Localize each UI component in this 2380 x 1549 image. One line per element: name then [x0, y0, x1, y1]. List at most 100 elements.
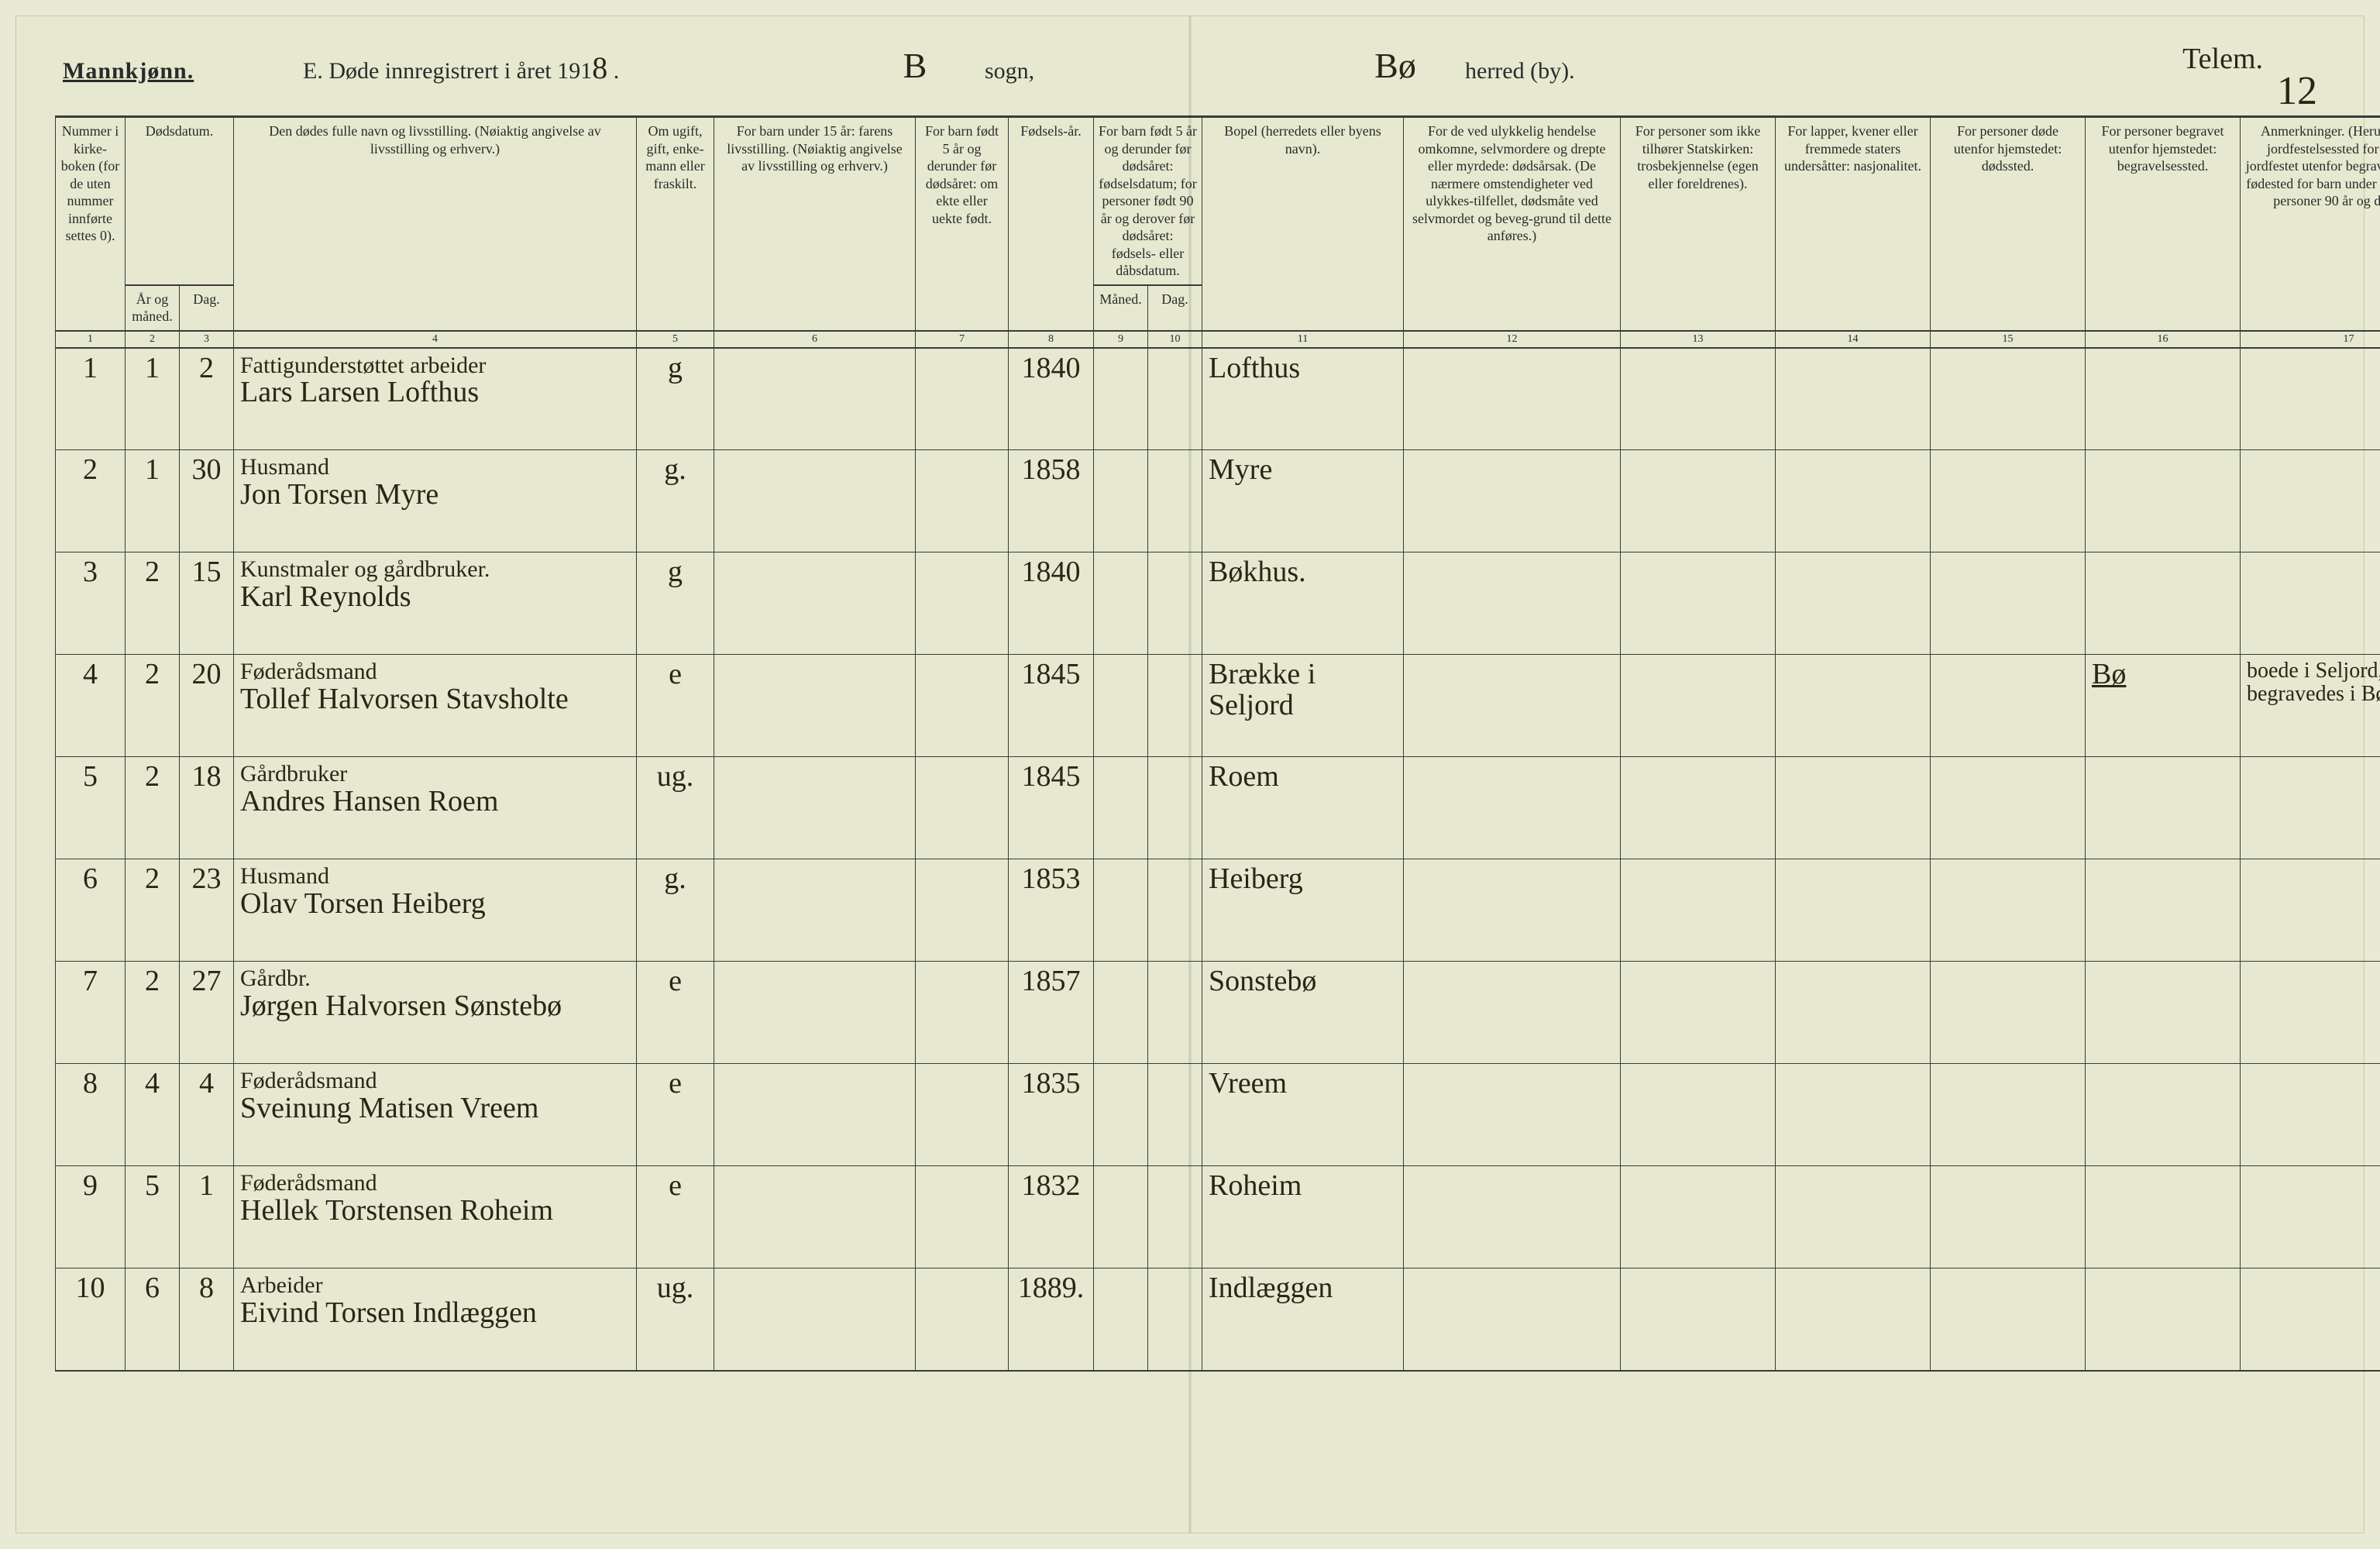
cell-bopel: Sonstebø — [1202, 962, 1404, 1064]
cell-day: 2 — [180, 348, 234, 450]
cell-name: Kunstmaler og gårdbruker.Karl Reynolds — [234, 552, 637, 655]
cell-bopel: Roheim — [1202, 1166, 1404, 1268]
cell-birthyear: 1845 — [1009, 655, 1094, 757]
ledger-table: Nummer i kirke-boken (for de uten nummer… — [55, 115, 2380, 1372]
column-number: 8 — [1009, 331, 1094, 348]
table-row: 6223HusmandOlav Torsen Heibergg.1853Heib… — [56, 859, 2380, 962]
cell-notes — [2241, 962, 2380, 1064]
sogn-label: sogn, — [985, 58, 1101, 84]
cell-cause — [1404, 552, 1621, 655]
cell-month: 4 — [126, 1064, 180, 1166]
column-number: 16 — [2086, 331, 2241, 348]
cell-name: Gårdbr.Jørgen Halvorsen Sønstebø — [234, 962, 637, 1064]
cell-bday — [1148, 1268, 1202, 1371]
cell-legit — [916, 655, 1009, 757]
table-row: 1068ArbeiderEivind Torsen Indlæggenug.18… — [56, 1268, 2380, 1371]
col-head-13: For personer som ikke tilhører Statskirk… — [1621, 117, 1776, 331]
top-annotation: Telem. — [2182, 44, 2263, 75]
column-number: 1 — [56, 331, 126, 348]
cell-bday — [1148, 655, 1202, 757]
cell-nat — [1776, 655, 1931, 757]
sogn-value: B — [868, 47, 961, 84]
col-head-12: For de ved ulykkelig hendelse omkomne, s… — [1404, 117, 1621, 331]
cell-notes — [2241, 450, 2380, 552]
col-head-2: Dødsdatum. — [126, 117, 234, 285]
cell-faith — [1621, 962, 1776, 1064]
cell-cause — [1404, 859, 1621, 962]
cell-name: FøderådsmandHellek Torstensen Roheim — [234, 1166, 637, 1268]
cell-name: FøderådsmandSveinung Matisen Vreem — [234, 1064, 637, 1166]
cell-notes: boede i Seljord, begravedes i Bø — [2241, 655, 2380, 757]
cell-number: 6 — [56, 859, 126, 962]
cell-father — [714, 348, 916, 450]
cell-number: 3 — [56, 552, 126, 655]
cell-bday — [1148, 962, 1202, 1064]
cell-notes — [2241, 348, 2380, 450]
cell-legit — [916, 1064, 1009, 1166]
cell-legit — [916, 962, 1009, 1064]
cell-father — [714, 655, 916, 757]
cell-deathplace — [1931, 450, 2086, 552]
cell-status: e — [637, 655, 714, 757]
cell-legit — [916, 348, 1009, 450]
cell-father — [714, 1268, 916, 1371]
cell-burialplace — [2086, 1268, 2241, 1371]
col-head-2b: Dag. — [180, 285, 234, 331]
table-row: 3215Kunstmaler og gårdbruker.Karl Reynol… — [56, 552, 2380, 655]
table-row: 4220FøderådsmandTollef Halvorsen Stavsho… — [56, 655, 2380, 757]
col-head-9a: Måned. — [1094, 285, 1148, 331]
column-number: 12 — [1404, 331, 1621, 348]
cell-notes — [2241, 757, 2380, 859]
cell-birthyear: 1857 — [1009, 962, 1094, 1064]
cell-status: e — [637, 1064, 714, 1166]
cell-nat — [1776, 348, 1931, 450]
col-head-14: For lapper, kvener eller fremmede stater… — [1776, 117, 1931, 331]
cell-legit — [916, 1268, 1009, 1371]
column-number: 7 — [916, 331, 1009, 348]
cell-burialplace — [2086, 450, 2241, 552]
cell-status: g. — [637, 859, 714, 962]
cell-bopel: Myre — [1202, 450, 1404, 552]
column-number: 15 — [1931, 331, 2086, 348]
cell-cause — [1404, 1064, 1621, 1166]
cell-month: 2 — [126, 859, 180, 962]
cell-bday — [1148, 1064, 1202, 1166]
cell-status: e — [637, 962, 714, 1064]
cell-legit — [916, 450, 1009, 552]
cell-father — [714, 1166, 916, 1268]
cell-cause — [1404, 450, 1621, 552]
cell-name: GårdbrukerAndres Hansen Roem — [234, 757, 637, 859]
cell-cause — [1404, 757, 1621, 859]
cell-day: 30 — [180, 450, 234, 552]
cell-burialplace — [2086, 757, 2241, 859]
table-header: Nummer i kirke-boken (for de uten nummer… — [56, 117, 2380, 348]
cell-number: 8 — [56, 1064, 126, 1166]
cell-nat — [1776, 1268, 1931, 1371]
cell-burialplace — [2086, 1064, 2241, 1166]
cell-number: 7 — [56, 962, 126, 1064]
cell-day: 27 — [180, 962, 234, 1064]
table-row: 5218GårdbrukerAndres Hansen Roemug.1845R… — [56, 757, 2380, 859]
table-body: 112Fattigunderstøttet arbeiderLars Larse… — [56, 348, 2380, 1371]
column-number: 14 — [1776, 331, 1931, 348]
cell-day: 20 — [180, 655, 234, 757]
cell-status: g — [637, 348, 714, 450]
cell-deathplace — [1931, 348, 2086, 450]
cell-status: e — [637, 1166, 714, 1268]
cell-day: 8 — [180, 1268, 234, 1371]
cell-number: 5 — [56, 757, 126, 859]
cell-birthyear: 1840 — [1009, 552, 1094, 655]
cell-birthyear: 1845 — [1009, 757, 1094, 859]
col-head-8: Fødsels-år. — [1009, 117, 1094, 331]
cell-deathplace — [1931, 1268, 2086, 1371]
cell-bopel: Brække i Seljord — [1202, 655, 1404, 757]
page-header: Mannkjønn. E. Døde innregistrert i året … — [55, 47, 2325, 115]
cell-burialplace — [2086, 859, 2241, 962]
col-head-11: Bopel (herredets eller byens navn). — [1202, 117, 1404, 331]
cell-burialplace — [2086, 348, 2241, 450]
cell-nat — [1776, 1166, 1931, 1268]
column-number: 11 — [1202, 331, 1404, 348]
cell-day: 18 — [180, 757, 234, 859]
cell-burialplace — [2086, 1166, 2241, 1268]
table-row: 7227Gårdbr.Jørgen Halvorsen Sønstebøe185… — [56, 962, 2380, 1064]
